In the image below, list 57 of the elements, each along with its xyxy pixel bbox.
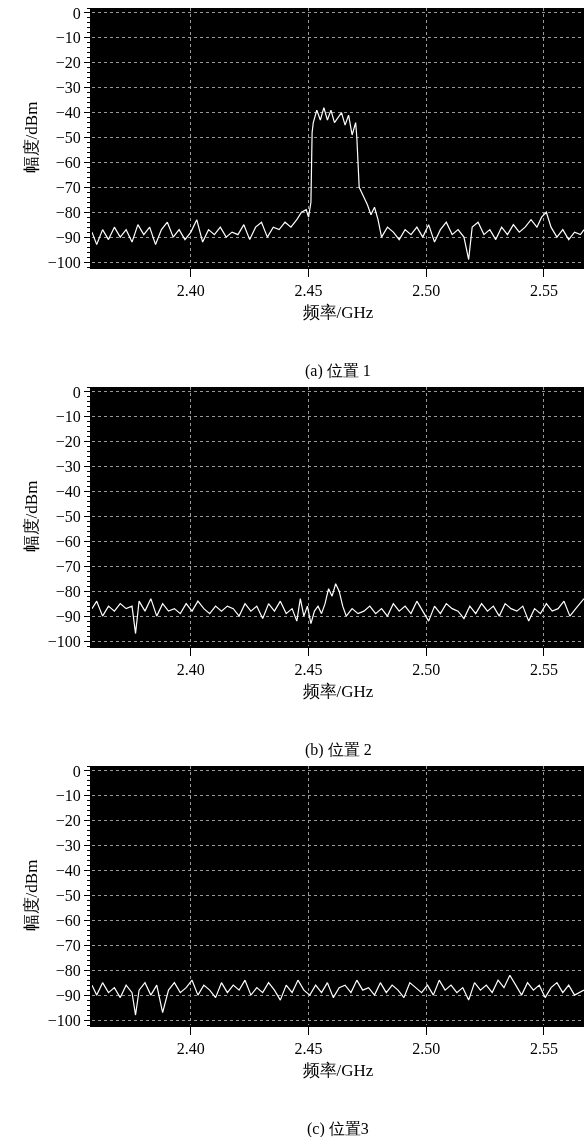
- x-axis-title: 频率/GHz: [302, 1061, 374, 1081]
- x-tick-label: 2.50: [412, 282, 441, 300]
- y-tick-label: −50: [55, 129, 81, 147]
- x-tick-label: 2.40: [176, 282, 205, 300]
- y-axis-title: 幅度/dBm: [21, 480, 41, 553]
- y-tick-label: −10: [55, 787, 81, 805]
- x-tick-label: 2.55: [529, 1040, 558, 1058]
- x-axis-title: 频率/GHz: [302, 682, 374, 702]
- y-tick-label: −20: [55, 812, 81, 830]
- y-tick-label: −70: [55, 936, 81, 954]
- y-axis-title: 幅度/dBm: [21, 101, 41, 174]
- y-tick-label: −70: [55, 557, 81, 575]
- y-tick-label: −60: [55, 533, 81, 550]
- y-tick-label: −30: [55, 79, 81, 97]
- y-tick-label: 0: [72, 4, 81, 22]
- x-tick-label: 2.50: [412, 661, 441, 679]
- y-tick-label: −10: [55, 408, 81, 426]
- y-tick-label: −30: [55, 837, 81, 855]
- y-tick-label: −20: [55, 54, 81, 72]
- y-tick-label: −40: [55, 862, 81, 880]
- y-tick-label: −70: [55, 178, 81, 196]
- y-tick-label: 0: [72, 762, 81, 780]
- y-tick-label: −90: [55, 228, 81, 246]
- y-tick-label: −30: [55, 458, 81, 476]
- y-tick-label: −60: [55, 912, 81, 929]
- y-tick-label: −80: [55, 203, 81, 221]
- y-axis-title: 幅度/dBm: [21, 859, 41, 932]
- y-tick-label: −20: [55, 433, 81, 451]
- y-tick-label: −10: [55, 29, 81, 47]
- x-tick-label: 2.55: [529, 661, 558, 679]
- y-tick-label: −90: [55, 607, 81, 625]
- line-series: [92, 107, 584, 261]
- y-tick-label: −100: [47, 632, 81, 650]
- y-tick-label: −100: [47, 1011, 81, 1029]
- y-tick-label: −50: [55, 887, 81, 905]
- y-tick-label: 0: [72, 383, 81, 401]
- x-tick-label: 2.40: [176, 661, 205, 679]
- line-series: [92, 583, 584, 635]
- text: (a) 位置 1: [305, 362, 371, 380]
- x-tick-label: 2.50: [412, 1040, 441, 1058]
- y-tick-label: −100: [47, 253, 81, 271]
- x-tick-label: 2.45: [294, 1040, 323, 1058]
- y-tick-label: −80: [55, 961, 81, 979]
- y-tick-label: −90: [55, 986, 81, 1004]
- x-tick-label: 2.40: [176, 1040, 205, 1058]
- text: (c) 位置3: [307, 1120, 369, 1137]
- y-tick-label: −40: [55, 483, 81, 501]
- x-axis-title: 频率/GHz: [302, 303, 374, 323]
- y-tick-label: −40: [55, 104, 81, 122]
- y-tick-label: −80: [55, 582, 81, 600]
- y-tick-label: −50: [55, 508, 81, 526]
- x-tick-label: 2.55: [529, 282, 558, 300]
- x-tick-label: 2.45: [294, 282, 323, 300]
- x-tick-label: 2.45: [294, 661, 323, 679]
- line-series: [92, 974, 584, 1016]
- y-tick-label: −60: [55, 154, 81, 171]
- text: (b) 位置 2: [305, 741, 372, 759]
